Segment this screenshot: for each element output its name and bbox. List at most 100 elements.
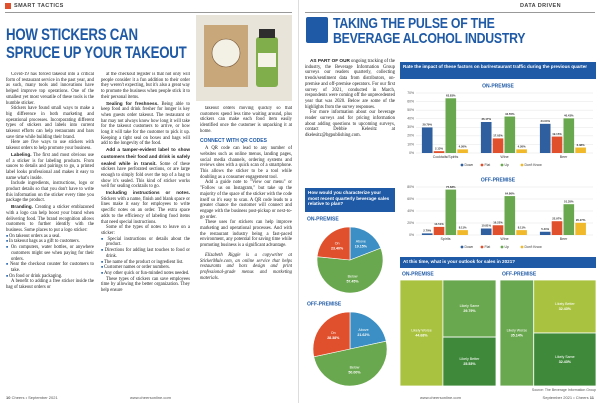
value-label: 51.35% bbox=[564, 199, 574, 203]
tile-value: 32.43% bbox=[559, 307, 572, 311]
y-tick-label: 0% bbox=[409, 151, 414, 155]
y-tick-label: 20% bbox=[407, 134, 414, 138]
legend-label: Down bbox=[465, 163, 474, 167]
legend-swatch bbox=[480, 163, 484, 167]
value-label: 40.43% bbox=[564, 114, 574, 118]
bar bbox=[492, 138, 504, 153]
footer-issue: Cheers • September 2021 bbox=[11, 395, 58, 400]
bar bbox=[575, 147, 586, 153]
paragraph: at the checkout register is that not onl… bbox=[101, 72, 190, 100]
bar-chart: OFF-PREMISE 0% 20% 40% 60% 80% Spirits Wine Beer… bbox=[407, 177, 593, 249]
x-tick-label: Cocktails/Spirits bbox=[433, 155, 459, 159]
slice-label: On bbox=[331, 331, 336, 335]
slice-label: Above bbox=[356, 240, 366, 244]
bar bbox=[445, 189, 457, 235]
paragraph-text: Creating a sticker emblazoned with a log… bbox=[6, 205, 94, 233]
lead-in: Labeling. bbox=[11, 151, 32, 157]
value-label: 6.38% bbox=[577, 143, 585, 147]
y-tick-label: 50% bbox=[407, 108, 414, 112]
legend-label: Up bbox=[505, 245, 509, 249]
section-icon bbox=[5, 3, 11, 9]
legend-label: Up bbox=[505, 163, 509, 167]
value-label: 8.11% bbox=[459, 225, 467, 229]
bullet-item: Special instructions or details about th… bbox=[101, 237, 190, 248]
bar bbox=[433, 226, 445, 235]
slice-label: Above bbox=[358, 328, 368, 332]
bullet-item: In takeout bags as a gift to customers. bbox=[6, 239, 94, 245]
value-label: 17.02% bbox=[493, 134, 503, 138]
legend-swatch bbox=[520, 163, 524, 167]
legend-swatch bbox=[480, 245, 484, 249]
bullet-item: On food or drink packaging. bbox=[6, 274, 94, 280]
bar bbox=[563, 204, 575, 235]
value-label: 36.17% bbox=[481, 117, 491, 121]
title-icon bbox=[306, 17, 328, 43]
bar bbox=[421, 233, 433, 235]
chart-title: OFF-PREMISE bbox=[307, 301, 342, 307]
tile-label: Likely Same bbox=[460, 304, 480, 308]
tile-label: Likely Same bbox=[555, 355, 575, 359]
paragraph: Sealing for freshness. Being able to kee… bbox=[101, 101, 190, 148]
header-rule bbox=[5, 12, 292, 13]
paragraph-text: Being able to keep food and drink freshe… bbox=[101, 101, 190, 147]
tile bbox=[533, 332, 596, 386]
tile bbox=[400, 279, 444, 386]
tile bbox=[442, 279, 496, 338]
title-line: SPRUCE UP YOUR TAKEOUT bbox=[6, 43, 187, 62]
article-photo bbox=[196, 15, 292, 101]
x-tick-label: Spirits bbox=[441, 237, 451, 241]
text-column: at the checkout register is that not onl… bbox=[101, 72, 190, 390]
slice-label: Below bbox=[348, 274, 358, 278]
pie-slice bbox=[313, 340, 388, 387]
bar-chart: ON-PREMISE 0% 10% 20% 30% 40% 50% 60% 70% Cocktai… bbox=[407, 83, 593, 167]
footer-url: www.cheersonline.com bbox=[130, 395, 171, 400]
value-label: 4.26% bbox=[459, 145, 467, 149]
paragraph: For more information about our beverage … bbox=[305, 110, 395, 139]
paragraph: Branding. Creating a sticker emblazoned … bbox=[6, 204, 94, 234]
paragraph-text: The first and most obvious use of a stic… bbox=[6, 152, 94, 181]
value-label: 8.11% bbox=[518, 225, 526, 229]
y-tick-label: 20% bbox=[407, 221, 414, 225]
text-column: Covid-19 has forced takeout into a criti… bbox=[6, 72, 94, 390]
lead-in: AS PART OF OUR bbox=[310, 58, 350, 63]
paragraph: Here are five ways to use stickers with … bbox=[6, 140, 94, 152]
paragraph: Covid-19 has forced takeout into a criti… bbox=[6, 72, 94, 106]
bar bbox=[492, 225, 504, 235]
tile-value: 25.53% bbox=[463, 362, 476, 366]
slice-label: On bbox=[335, 241, 340, 245]
tile-label: Likely Worse bbox=[411, 328, 432, 332]
article-title: HOW STICKERS CAN SPRUCE UP YOUR TAKEOUT bbox=[6, 26, 187, 62]
paragraph: A benefit to adding a free sticker insid… bbox=[6, 279, 94, 291]
y-tick-label: 30% bbox=[407, 125, 414, 129]
value-label: 22.97% bbox=[552, 216, 562, 220]
page-num: 10 bbox=[6, 395, 11, 400]
page-num: 11 bbox=[589, 395, 594, 400]
chart-header: How would you characterize your most rec… bbox=[305, 188, 395, 212]
source-note: Source: The Beverage Information Group bbox=[531, 388, 596, 392]
paragraph-text: Some of these stickers have perforated s… bbox=[101, 161, 190, 190]
paragraph: These types of stickers can save employe… bbox=[101, 276, 190, 294]
value-label: 16.22% bbox=[493, 221, 503, 225]
paragraph: Add a guide note to "View our menu" or "… bbox=[200, 180, 292, 220]
value-label: 10.81% bbox=[481, 224, 491, 228]
legend-label: Down bbox=[465, 245, 474, 249]
paragraph: A QR code can lead to any number of webs… bbox=[200, 146, 292, 180]
pie-slice bbox=[349, 311, 387, 350]
value-label: 29.79% bbox=[422, 123, 432, 127]
tile bbox=[533, 279, 596, 334]
pie-slice bbox=[349, 226, 382, 261]
legend-label: Don't Know bbox=[525, 163, 543, 167]
paragraph: Include ingredients, instructions, logo … bbox=[6, 181, 94, 204]
legend-swatch bbox=[460, 163, 464, 167]
tile-value: 44.68% bbox=[415, 333, 428, 337]
lead-in: Sealing for freshness. bbox=[106, 100, 159, 106]
chart-header: Rate the impact of these factors on bar/… bbox=[400, 62, 596, 79]
value-label: 63.83% bbox=[446, 94, 456, 98]
header-rule bbox=[305, 12, 595, 13]
y-tick-label: 80% bbox=[407, 185, 414, 189]
paragraph-text: Stickers with a name, finish and blank s… bbox=[101, 196, 190, 225]
bar bbox=[421, 127, 433, 153]
article-title: TAKING THE PULSE OF THE BEVERAGE ALCOHOL… bbox=[333, 16, 526, 46]
